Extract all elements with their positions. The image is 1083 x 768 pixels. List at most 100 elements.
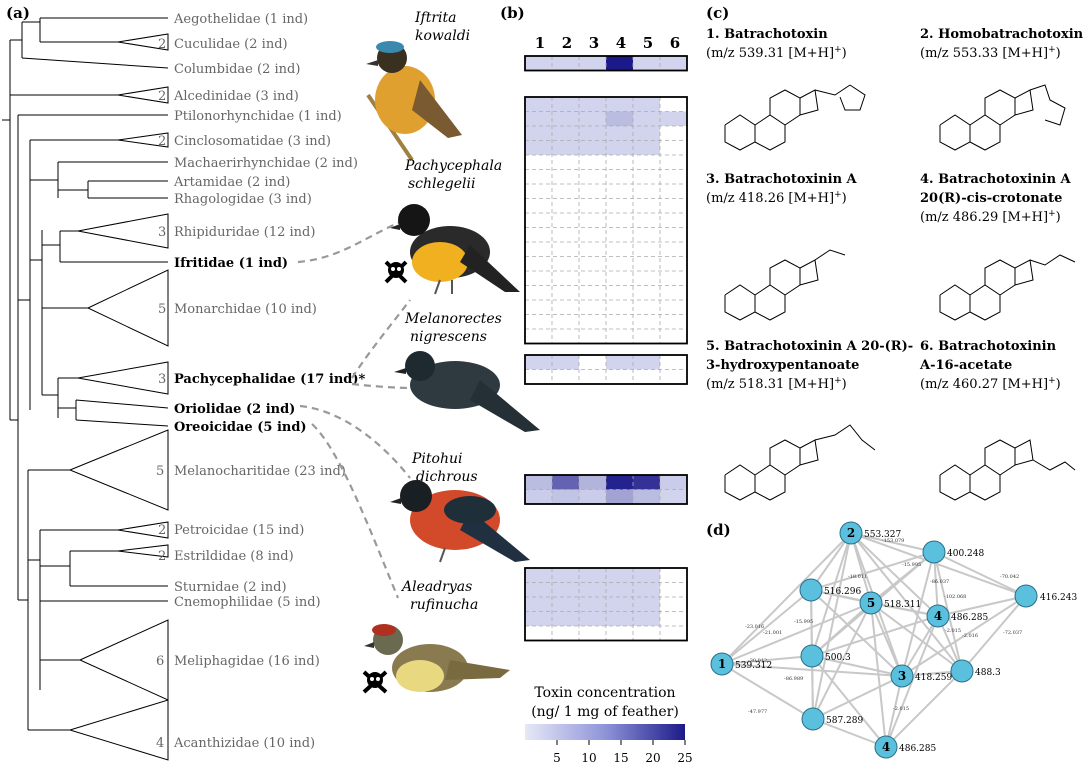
heatmap-group-frame <box>524 55 688 72</box>
heatmap-cell <box>525 111 552 126</box>
compound-1: 1. Batrachotoxin (m/z 539.31 [M+H]+) <box>706 27 847 61</box>
heatmap-cell <box>660 314 687 329</box>
heatmap-cell <box>579 568 606 583</box>
heatmap-cell <box>552 242 579 257</box>
compound-name: 1. Batrachotoxin <box>706 27 828 42</box>
heatmap-cell <box>633 126 660 141</box>
heatmap-cell <box>606 140 633 155</box>
compound-5: 5. Batrachotoxinin A 20-(R)- 3-hydroxype… <box>706 339 913 392</box>
network-edge-label: -86.037 <box>930 579 949 585</box>
heatmap-cell <box>552 227 579 242</box>
heatmap-cell <box>552 213 579 228</box>
heatmap-cell <box>660 126 687 141</box>
heatmap-cell <box>525 271 552 286</box>
taxon-label: Alcedinidae (3 ind) <box>173 89 299 104</box>
heatmap-cell <box>633 140 660 155</box>
heatmap-cell <box>525 475 552 490</box>
network-node <box>1014 584 1038 608</box>
network-edge <box>812 675 903 720</box>
heatmap-cell <box>525 369 552 384</box>
network-edge-label: -2.016 <box>962 633 978 639</box>
heatmap-cell <box>660 213 687 228</box>
network-edge <box>870 602 963 672</box>
structure-1 <box>724 84 866 151</box>
taxon-label: Melanocharitidae (23 ind) <box>174 464 346 479</box>
heatmap-cell <box>525 213 552 228</box>
heatmap-cell <box>606 169 633 184</box>
heatmap-cell <box>525 314 552 329</box>
compound-4: 4. Batrachotoxinin A 20(R)-cis-crotonate… <box>920 172 1072 225</box>
heatmap-cell <box>525 355 552 370</box>
clade-count: 4 <box>156 736 164 751</box>
heatmap-cell <box>633 611 660 626</box>
heatmap-cell <box>606 271 633 286</box>
phylogenetic-tree <box>2 17 169 761</box>
network-node-mz: 488.3 <box>975 668 1001 678</box>
heatmap-cell <box>552 126 579 141</box>
heatmap-cell <box>633 271 660 286</box>
heatmap-cell <box>579 314 606 329</box>
bird-species: nigrescens <box>410 329 487 345</box>
heatmap-cell <box>633 300 660 315</box>
heatmap-cell <box>552 97 579 112</box>
taxon-label: Oreoicidae (5 ind) <box>174 420 307 435</box>
heatmap-cell <box>660 155 687 170</box>
network-node-mz: 400.248 <box>947 549 984 559</box>
heatmap-col-label: 4 <box>616 34 626 52</box>
clade-count: 2 <box>158 37 166 52</box>
heatmap-cell <box>552 285 579 300</box>
pitohui-bird-illustration <box>390 480 530 563</box>
network-edge <box>721 663 814 720</box>
heatmap-cell <box>606 355 633 370</box>
colorbar-tick-label: 10 <box>581 751 596 765</box>
compound-name: 6. Batrachotoxinin <box>920 339 1057 354</box>
taxon-label: Rhagologidae (3 ind) <box>174 192 312 207</box>
compound-name: 20(R)-cis-crotonate <box>920 191 1062 206</box>
heatmap-cell <box>552 597 579 612</box>
heatmap-group-frame <box>524 96 688 345</box>
network-edge <box>812 532 852 720</box>
toxin-heatmap <box>524 55 688 642</box>
heatmap-cell <box>606 198 633 213</box>
network-edge <box>810 551 935 591</box>
heatmap-cell <box>660 611 687 626</box>
clade-count: 2 <box>158 549 166 564</box>
network-edge-label: -21.001 <box>763 630 782 636</box>
heatmap-cell <box>660 489 687 504</box>
heatmap-cell <box>633 242 660 257</box>
bird-genus: Pitohui <box>411 451 462 467</box>
compound-name: 4. Batrachotoxinin A <box>920 172 1072 187</box>
bird-genus: Pachycephala <box>404 158 502 174</box>
heatmap-cell <box>579 489 606 504</box>
colorbar-tick-label: 15 <box>613 751 628 765</box>
heatmap-cell <box>525 285 552 300</box>
heatmap-cell <box>552 140 579 155</box>
colorbar-label: (ng/ 1 mg of feather) <box>531 704 679 720</box>
taxon-label: Estrildidae (8 ind) <box>174 549 294 564</box>
network-node <box>890 664 914 688</box>
heatmap-cell <box>606 213 633 228</box>
heatmap-cell <box>633 111 660 126</box>
connector-pachycephalidae-2 <box>351 382 413 390</box>
heatmap-cell <box>579 300 606 315</box>
network-node-mz: 518.311 <box>884 600 921 610</box>
network-node-id: 4 <box>882 740 890 754</box>
network-edge <box>850 532 935 553</box>
structure-4 <box>939 254 1076 321</box>
network-edge-label: -23.016 <box>745 624 764 630</box>
taxon-label: Machaerirhynchidae (2 ind) <box>174 156 358 171</box>
heatmap-cell <box>660 242 687 257</box>
heatmap-cell <box>633 256 660 271</box>
clade-count: 2 <box>158 89 166 104</box>
structure-2 <box>939 84 1066 151</box>
compound-2: 2. Homobatrachotoxin (m/z 553.33 [M+H]+) <box>920 27 1083 61</box>
aleadryas-bird-illustration <box>364 624 510 692</box>
heatmap-cell <box>552 489 579 504</box>
compound-mz: (m/z 486.29 [M+H]+) <box>920 209 1061 225</box>
network-edge <box>901 551 935 677</box>
heatmap-cell <box>579 169 606 184</box>
heatmap-cell <box>525 582 552 597</box>
colorbar-ticks: 5 10 15 20 25 <box>553 740 693 765</box>
heatmap-cell <box>633 582 660 597</box>
heatmap-cell <box>552 582 579 597</box>
